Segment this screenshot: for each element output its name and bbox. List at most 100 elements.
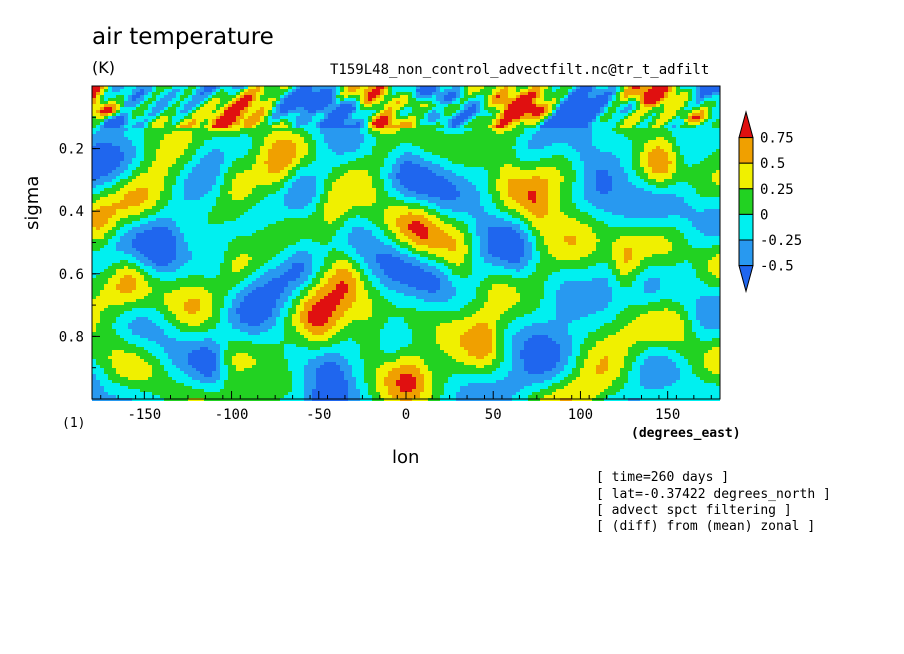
field-cell (252, 86, 256, 89)
field-cell (488, 95, 492, 98)
field-cell (260, 143, 264, 146)
field-cell (280, 89, 284, 92)
field-cell (324, 158, 328, 161)
field-cell (612, 143, 616, 146)
field-cell (504, 149, 508, 152)
field-cell (436, 149, 440, 152)
field-cell (376, 167, 380, 170)
field-cell (600, 152, 604, 155)
field-cell (440, 176, 444, 179)
field-cell (500, 110, 504, 113)
field-cell (688, 128, 692, 131)
field-cell (340, 173, 344, 176)
field-cell (220, 98, 224, 101)
field-cell (296, 131, 300, 134)
field-cell (132, 146, 136, 149)
field-cell (132, 86, 136, 89)
field-cell (304, 179, 308, 182)
field-cell (272, 170, 276, 173)
field-cell (568, 116, 572, 119)
field-cell (396, 155, 400, 158)
field-cell (268, 101, 272, 104)
field-cell (328, 137, 332, 140)
field-cell (316, 110, 320, 113)
field-cell (144, 125, 148, 128)
field-cell (608, 158, 612, 161)
field-cell (356, 179, 360, 182)
field-cell (244, 98, 248, 101)
field-cell (488, 155, 492, 158)
field-cell (336, 131, 340, 134)
field-cell (420, 158, 424, 161)
field-cell (484, 137, 488, 140)
field-cell (216, 101, 220, 104)
field-cell (600, 161, 604, 164)
field-cell (380, 125, 384, 128)
field-cell (704, 167, 708, 170)
field-cell (256, 86, 260, 89)
field-cell (388, 158, 392, 161)
field-cell (520, 101, 524, 104)
field-cell (444, 164, 448, 167)
field-cell (652, 122, 656, 125)
field-cell (512, 164, 516, 167)
field-cell (464, 149, 468, 152)
field-cell (184, 146, 188, 149)
field-cell (548, 125, 552, 128)
field-cell (376, 107, 380, 110)
field-cell (312, 146, 316, 149)
field-cell (140, 152, 144, 155)
field-cell (528, 179, 532, 182)
field-cell (108, 173, 112, 176)
field-cell (432, 86, 436, 89)
field-cell (496, 164, 500, 167)
field-cell (468, 161, 472, 164)
field-cell (712, 122, 716, 125)
field-cell (576, 173, 580, 176)
field-cell (576, 161, 580, 164)
field-cell (268, 164, 272, 167)
field-cell (272, 131, 276, 134)
field-cell (188, 116, 192, 119)
field-cell (636, 176, 640, 179)
field-cell (128, 179, 132, 182)
field-cell (188, 98, 192, 101)
field-cell (532, 122, 536, 125)
field-cell (536, 107, 540, 110)
field-cell (352, 122, 356, 125)
field-cell (360, 86, 364, 89)
field-cell (360, 155, 364, 158)
field-cell (528, 137, 532, 140)
field-cell (416, 134, 420, 137)
field-cell (136, 116, 140, 119)
field-cell (216, 158, 220, 161)
field-cell (192, 92, 196, 95)
field-cell (364, 125, 368, 128)
field-cell (672, 110, 676, 113)
field-cell (216, 143, 220, 146)
field-cell (632, 176, 636, 179)
field-cell (356, 122, 360, 125)
field-cell (524, 113, 528, 116)
field-cell (388, 89, 392, 92)
field-cell (208, 95, 212, 98)
field-cell (292, 170, 296, 173)
field-cell (248, 122, 252, 125)
field-cell (528, 95, 532, 98)
field-cell (388, 110, 392, 113)
field-cell (320, 101, 324, 104)
field-cell (572, 161, 576, 164)
field-cell (264, 110, 268, 113)
field-cell (432, 104, 436, 107)
field-cell (104, 179, 108, 182)
field-cell (716, 110, 720, 113)
field-cell (152, 89, 156, 92)
field-cell (304, 176, 308, 179)
field-cell (556, 86, 560, 89)
field-cell (436, 86, 440, 89)
field-cell (420, 125, 424, 128)
field-cell (460, 149, 464, 152)
field-cell (220, 140, 224, 143)
field-cell (292, 140, 296, 143)
field-cell (600, 134, 604, 137)
